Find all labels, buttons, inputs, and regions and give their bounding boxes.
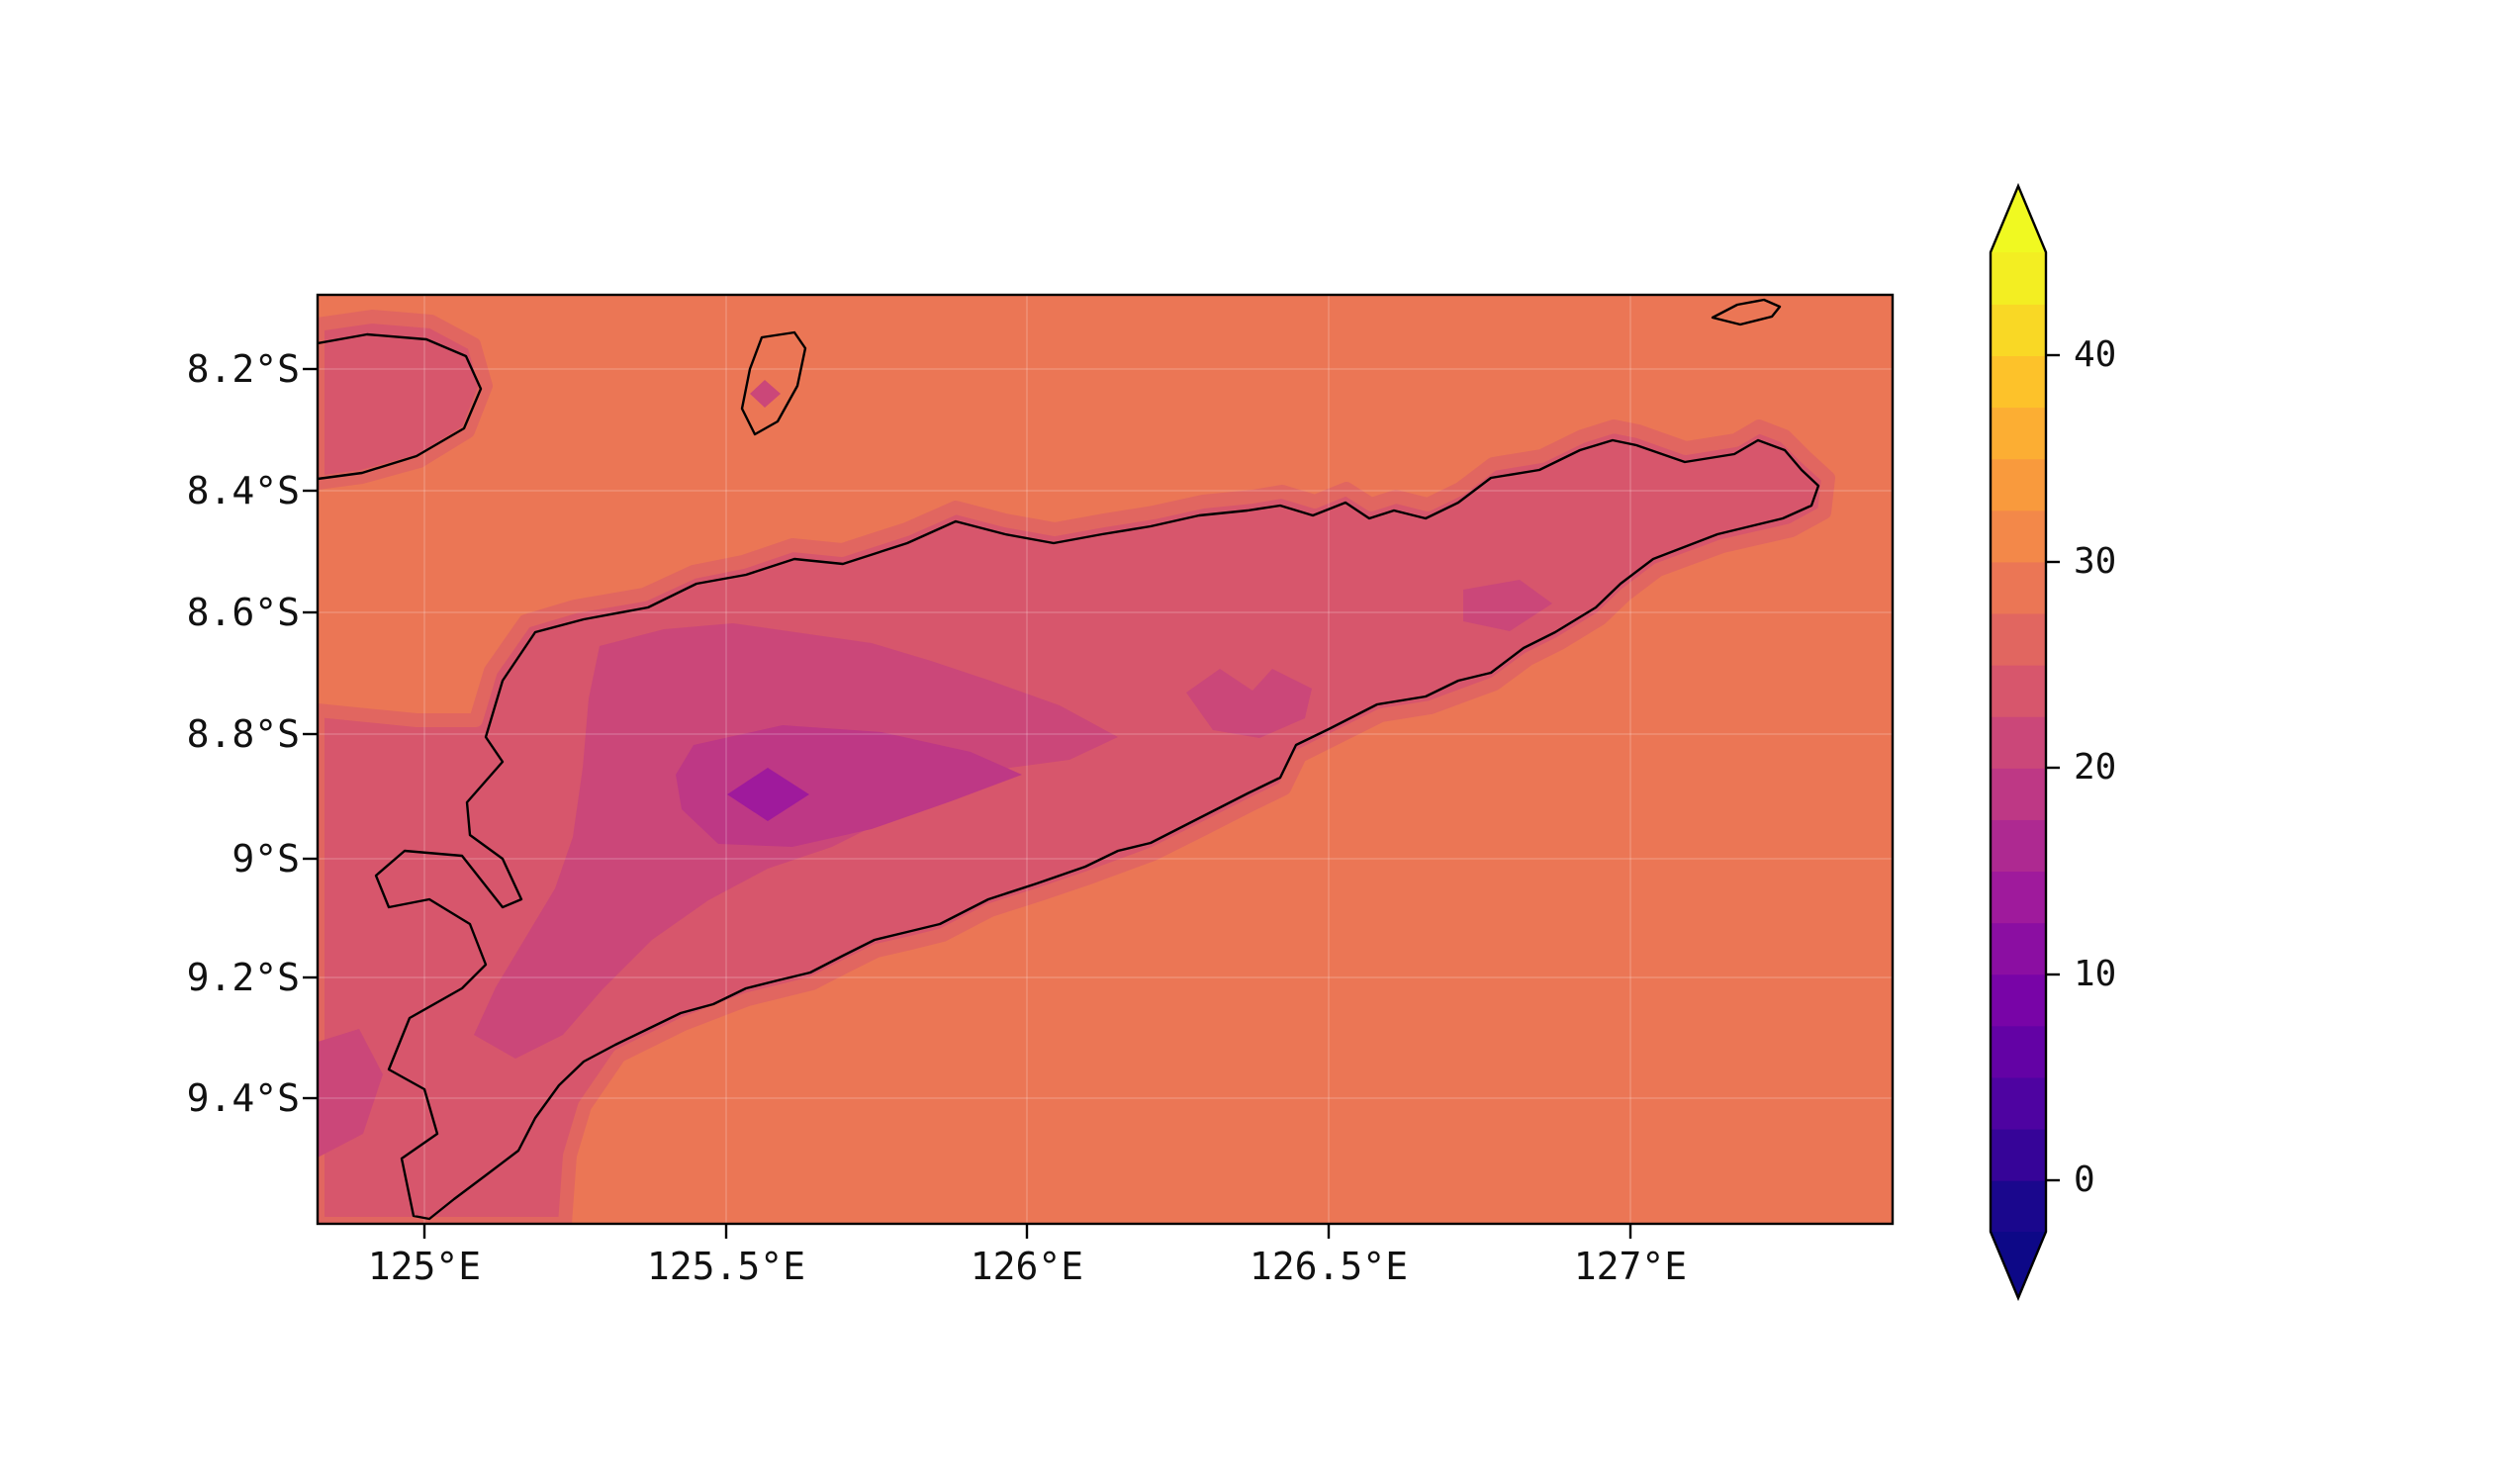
y-tick-label: 8.4°S: [186, 469, 300, 512]
northwest-island-coastline: [318, 332, 483, 481]
colorbar-tick-label: 0: [2074, 1159, 2095, 1200]
highlands-patch-west-edge: [318, 1029, 383, 1158]
y-tick-label: 9°S: [232, 837, 300, 881]
colorbar-extend-over-triangle: [1991, 186, 2046, 252]
y-tick-label: 9.2°S: [186, 956, 300, 999]
y-tick-label: 9.4°S: [186, 1076, 300, 1120]
colorbar-outline: [1989, 182, 2048, 1302]
map-area: [318, 295, 1893, 1224]
axes-frame: [303, 293, 1895, 1239]
x-tick-label: 125°E: [367, 1245, 482, 1288]
y-tick-label: 8.8°S: [186, 712, 300, 756]
colorbar-extend-under-triangle: [1991, 1232, 2046, 1298]
x-tick-label: 125.5°E: [646, 1245, 806, 1288]
atauro-island-coastline: [740, 330, 807, 436]
x-tick-label: 126°E: [970, 1245, 1084, 1288]
x-tick-label: 127°E: [1573, 1245, 1688, 1288]
atauro-cool-spot: [750, 380, 781, 408]
main-island-coastline: [374, 438, 1820, 1221]
colorbar-tick-label: 10: [2074, 954, 2117, 994]
cold-core-fill: [727, 768, 809, 821]
colorbar-gradient: [1991, 252, 2046, 1233]
graticule: [318, 295, 1893, 1224]
y-tick-label: 8.6°S: [186, 591, 300, 634]
highlands-patch-northeast: [1463, 580, 1552, 631]
colorbar: [1989, 182, 2060, 1302]
highlands-patch-east: [1186, 669, 1312, 738]
northeast-islet-coastline: [1711, 298, 1782, 326]
colorbar-tick-label: 20: [2074, 747, 2117, 788]
x-tick-label: 126.5°E: [1249, 1245, 1409, 1288]
y-tick-label: 8.2°S: [186, 347, 300, 391]
colorbar-tick-label: 30: [2074, 541, 2117, 582]
colorbar-tick-label: 40: [2074, 334, 2117, 375]
main-island-fill: [318, 419, 1835, 1224]
